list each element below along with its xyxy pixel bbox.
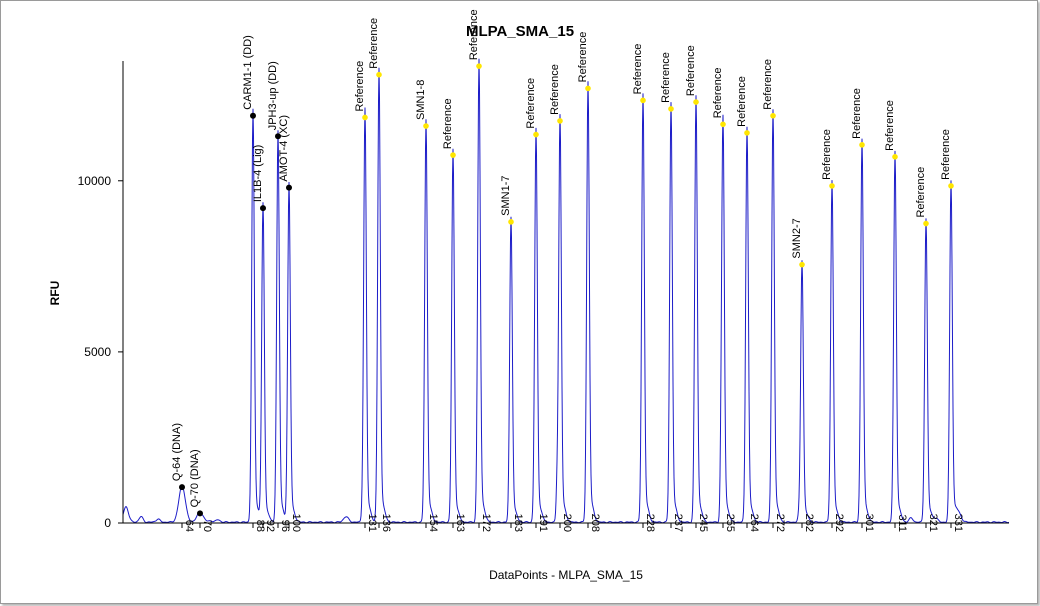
x-tick-label: 245	[697, 514, 709, 532]
peak-marker	[197, 510, 203, 517]
x-tick-label: 70	[201, 520, 213, 532]
x-tick-label: 321	[927, 514, 939, 532]
chart-title: MLPA_SMA_15	[466, 23, 574, 40]
peak-label: Reference	[577, 32, 589, 83]
peak-label: Reference	[660, 52, 672, 103]
peak-label: Reference	[940, 129, 952, 180]
peak-label: Reference	[762, 59, 774, 110]
peak-marker	[533, 131, 539, 138]
peak-label: Reference	[442, 98, 454, 149]
peak-marker	[286, 184, 292, 191]
peak-marker	[557, 118, 563, 124]
peak-label: CARM1-1 (DD)	[242, 35, 254, 110]
peak-label: Reference	[468, 9, 480, 60]
peak-label: Reference	[632, 44, 644, 95]
peak-marker	[179, 484, 185, 491]
peak-marker	[693, 99, 699, 105]
peak-marker	[260, 205, 266, 212]
peak-marker	[829, 183, 835, 189]
y-axis-label: RFU	[48, 281, 62, 306]
peak-marker	[859, 142, 865, 148]
x-tick-label: 163	[454, 514, 466, 532]
peak-marker	[923, 220, 929, 227]
peak-label: Reference	[368, 18, 380, 69]
peak-label: SMN1-8	[415, 80, 427, 120]
x-tick-label: 237	[672, 514, 684, 532]
peak-label: Reference	[549, 64, 561, 115]
peak-marker	[508, 219, 514, 225]
peak-marker	[668, 106, 674, 112]
peak-marker	[376, 71, 382, 78]
peak-marker	[770, 112, 776, 119]
peak-marker	[476, 63, 482, 69]
peak-label: Q-64 (DNA)	[171, 423, 183, 481]
peak-marker	[450, 152, 456, 158]
rfu-trace-line	[122, 58, 1010, 524]
peak-label: AMOT-4 (XC)	[278, 115, 290, 182]
x-tick-label: 96	[279, 520, 291, 532]
peak-marker	[948, 183, 954, 189]
x-axis-label: DataPoints - MLPA_SMA_15	[489, 568, 643, 582]
x-tick-label: 228	[644, 514, 656, 532]
peak-label: Reference	[851, 88, 863, 139]
x-tick-label: 131	[366, 514, 378, 532]
x-tick-label: 255	[724, 514, 736, 532]
peak-marker	[250, 112, 256, 119]
x-tick-label: 292	[833, 514, 845, 532]
peak-marker	[799, 261, 805, 268]
y-tick-label: 0	[104, 516, 111, 530]
x-tick-label: 172	[480, 514, 492, 532]
peak-marker	[585, 85, 591, 92]
x-tick-label: 301	[863, 514, 875, 532]
peak-label: Reference	[821, 129, 833, 180]
x-tick-label: 136	[380, 514, 392, 532]
peak-label: Reference	[525, 78, 537, 129]
x-tick-label: 200	[561, 514, 573, 532]
peak-marker	[892, 154, 898, 160]
peak-marker	[423, 123, 429, 129]
x-tick-label: 272	[774, 514, 786, 532]
x-tick-label: 208	[589, 514, 601, 532]
peak-marker	[720, 121, 726, 128]
x-tick-label: 100	[290, 514, 302, 532]
peak-label: Reference	[712, 68, 724, 119]
plot-area	[123, 59, 1009, 523]
peak-marker	[640, 97, 646, 104]
x-tick-label: 183	[512, 514, 524, 532]
peak-marker	[362, 114, 368, 121]
peak-label: SMN2-7	[791, 218, 803, 258]
x-tick-label: 264	[748, 514, 760, 532]
x-tick-label: 311	[896, 514, 908, 532]
x-tick-label: 92	[264, 520, 276, 532]
peak-marker	[744, 130, 750, 136]
x-tick-label: 88	[254, 520, 266, 532]
peak-label: Reference	[354, 61, 366, 112]
x-tick-label: 64	[183, 520, 195, 532]
x-tick-label: 282	[803, 514, 815, 532]
y-tick-label: 10000	[78, 174, 112, 188]
peak-label: SMN1-7	[500, 176, 512, 216]
peak-marker	[275, 133, 281, 140]
y-tick-label: 5000	[84, 345, 111, 359]
peak-label: Reference	[915, 167, 927, 218]
x-tick-label: 154	[427, 514, 439, 532]
peak-label: Reference	[685, 45, 697, 96]
peak-label: Q-70 (DNA)	[189, 449, 201, 507]
x-tick-label: 191	[537, 514, 549, 532]
peak-label: IL1B-4 (Lig)	[252, 145, 264, 202]
peak-label: Reference	[884, 100, 896, 151]
x-tick-label: 331	[952, 514, 964, 532]
peak-label: JPH3-up (DD)	[267, 61, 279, 130]
peak-label: Reference	[736, 76, 748, 127]
